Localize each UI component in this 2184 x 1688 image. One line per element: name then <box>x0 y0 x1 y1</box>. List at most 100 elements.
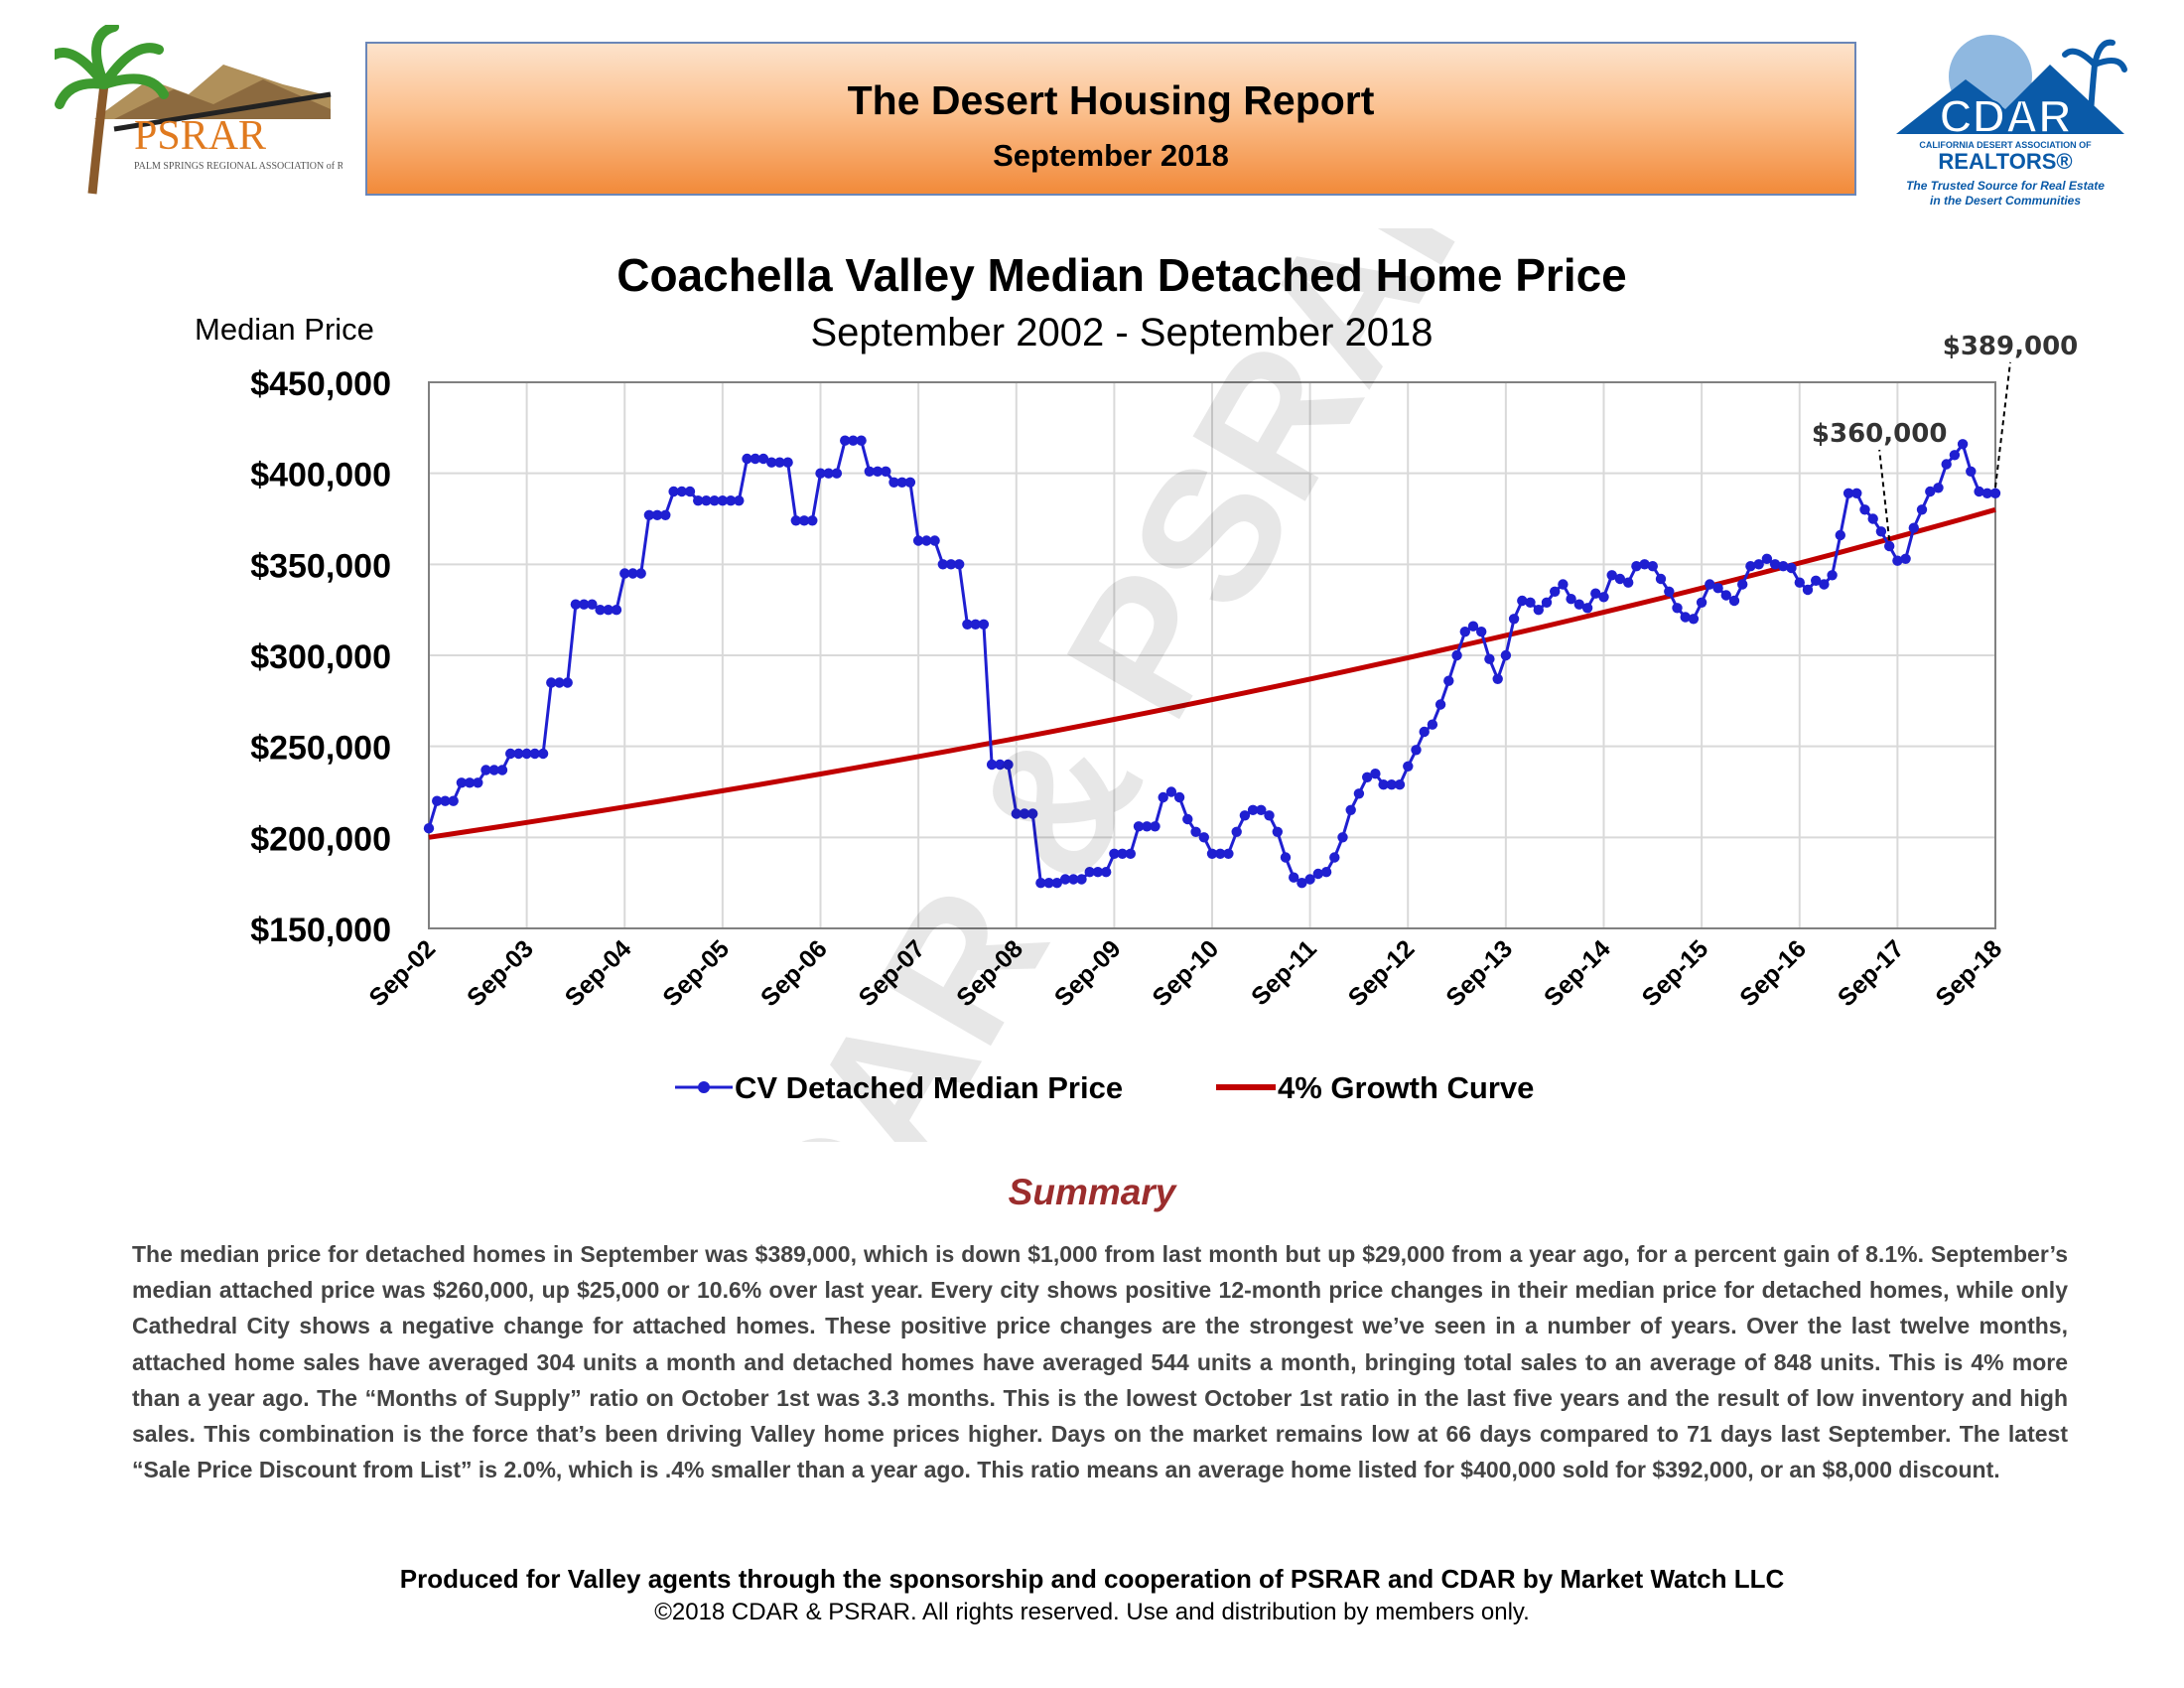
data-point <box>1875 526 1887 537</box>
data-point <box>742 453 752 465</box>
data-point <box>1190 826 1201 837</box>
data-point <box>1386 779 1398 790</box>
data-point <box>725 495 737 506</box>
data-point <box>660 509 671 520</box>
psrar-logo: PSRAR PALM SPRINGS REGIONAL ASSOCIATION … <box>50 22 395 199</box>
data-point <box>904 477 916 488</box>
data-point <box>872 466 884 477</box>
data-point <box>782 457 793 468</box>
chart-subtitle: September 2002 - September 2018 <box>810 311 1433 354</box>
data-point <box>856 435 867 446</box>
data-point <box>1484 653 1495 664</box>
data-point <box>1598 592 1609 603</box>
data-point <box>1150 821 1160 832</box>
x-tick-label: Sep-03 <box>462 934 539 1012</box>
data-point <box>1811 575 1822 586</box>
data-point <box>1411 745 1422 756</box>
data-point <box>1320 867 1332 878</box>
data-point <box>1892 555 1903 566</box>
data-point <box>815 468 826 479</box>
data-point <box>456 777 468 788</box>
data-point <box>473 777 483 788</box>
cdar-logo-subtext: CALIFORNIA DESERT ASSOCIATION OF <box>1919 140 2092 150</box>
data-point <box>529 748 540 760</box>
data-point <box>937 559 948 570</box>
data-point <box>676 486 687 497</box>
data-point <box>1117 848 1128 859</box>
data-point <box>831 468 843 479</box>
data-point <box>464 777 476 788</box>
data-point <box>1835 529 1846 541</box>
data-point <box>840 435 851 446</box>
cdar-tagline-1: The Trusted Source for Real Estate <box>1906 179 2105 193</box>
footer-credit: Produced for Valley agents through the s… <box>399 1564 1785 1594</box>
x-tick-labels: Sep-02 Sep-03 Sep-04 Sep-05 Sep-06 Sep-07 Sep-… <box>363 934 2007 1012</box>
data-point <box>1068 874 1079 885</box>
data-point <box>766 457 777 468</box>
data-point <box>1027 808 1038 819</box>
data-point <box>929 535 940 546</box>
data-point <box>1517 595 1528 607</box>
footer-copyright: ©2018 CDAR & PSRAR. All rights reserved.… <box>654 1599 1530 1625</box>
data-point <box>1394 779 1406 790</box>
cdar-tagline-2: in the Desert Communities <box>1930 194 2081 208</box>
cdar-logo-text: CDAR <box>1940 90 2072 142</box>
data-point <box>587 599 598 610</box>
data-point <box>864 466 875 477</box>
data-point <box>1019 808 1030 819</box>
data-point <box>1165 786 1177 797</box>
header-banner: The Desert Housing Report September 2018 <box>365 42 1856 196</box>
data-point <box>1459 627 1471 637</box>
data-point <box>1158 791 1168 803</box>
data-point <box>635 568 646 579</box>
y-axis-label: Median Price <box>195 312 374 347</box>
data-point <box>1581 603 1593 614</box>
data-point <box>448 795 459 806</box>
data-point <box>1761 553 1773 564</box>
y-tick-label: $250,000 <box>250 730 391 768</box>
data-point <box>496 765 508 775</box>
data-point <box>1043 878 1054 889</box>
legend-label-median: CV Detached Median Price <box>735 1070 1123 1105</box>
data-point <box>432 795 443 806</box>
data-point <box>1247 804 1259 815</box>
plot-frame <box>428 381 1996 929</box>
data-point <box>1215 848 1226 859</box>
data-point <box>807 515 818 526</box>
data-point <box>945 559 957 570</box>
data-point <box>1647 561 1659 572</box>
growth-curve-line <box>428 506 1996 840</box>
mountain-icon <box>1896 65 2124 134</box>
x-tick-label: Sep-17 <box>1833 934 1910 1012</box>
data-point <box>1753 559 1764 570</box>
data-point <box>1533 605 1545 616</box>
data-point <box>627 568 638 579</box>
data-point <box>1434 699 1446 710</box>
data-point <box>954 559 965 570</box>
data-point <box>595 605 606 616</box>
data-point <box>1092 867 1104 878</box>
data-point <box>1827 570 1838 581</box>
data-point <box>1981 488 1993 498</box>
psrar-logo-subtext: PALM SPRINGS REGIONAL ASSOCIATION of REA… <box>134 161 342 172</box>
data-point <box>1443 675 1454 686</box>
data-point <box>978 619 990 630</box>
data-point <box>1802 584 1814 596</box>
data-point <box>1550 586 1561 597</box>
data-point <box>1011 808 1022 819</box>
data-point <box>1696 597 1707 608</box>
data-point <box>1101 867 1112 878</box>
data-point <box>1109 848 1120 859</box>
data-point <box>1737 579 1748 590</box>
data-point <box>1125 848 1137 859</box>
data-point <box>912 535 924 546</box>
chart-title: Coachella Valley Median Detached Home Pr… <box>616 249 1627 301</box>
data-point <box>1419 726 1430 738</box>
data-point <box>579 599 590 610</box>
summary-heading: Summary <box>1008 1172 1176 1212</box>
data-point <box>896 477 907 488</box>
x-tick-label: Sep-16 <box>1734 934 1812 1012</box>
data-point <box>546 677 557 688</box>
data-point <box>1843 488 1854 498</box>
data-point <box>1672 603 1683 614</box>
